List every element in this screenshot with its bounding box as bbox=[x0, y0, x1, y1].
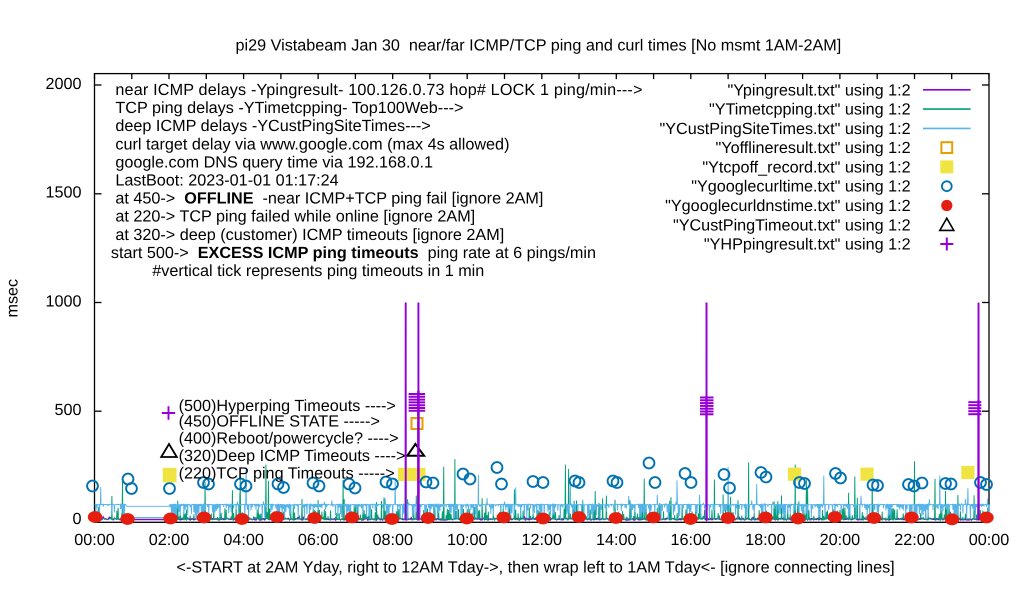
svg-text:06:00: 06:00 bbox=[298, 531, 339, 549]
svg-text:00:00: 00:00 bbox=[74, 531, 115, 549]
svg-text:22:00: 22:00 bbox=[894, 531, 935, 549]
svg-text:(320)Deep ICMP Timeouts ---->: (320)Deep ICMP Timeouts ----> bbox=[179, 447, 406, 465]
svg-text:google.com DNS query time via: google.com DNS query time via 192.168.0.… bbox=[115, 153, 433, 171]
svg-text:20:00: 20:00 bbox=[820, 531, 861, 549]
svg-text:10:00: 10:00 bbox=[447, 531, 488, 549]
svg-text:(450)OFFLINE STATE ----->: (450)OFFLINE STATE -----> bbox=[179, 412, 380, 430]
svg-text:"Ypingresult.txt" using 1:2: "Ypingresult.txt" using 1:2 bbox=[728, 81, 911, 99]
svg-text:"Ygooglecurldnstime.txt" using: "Ygooglecurldnstime.txt" using 1:2 bbox=[665, 197, 910, 215]
svg-text:500: 500 bbox=[54, 401, 81, 419]
svg-text:"YHPpingresult.txt" using 1:2: "YHPpingresult.txt" using 1:2 bbox=[704, 236, 911, 254]
svg-text:(400)Reboot/powercycle? ---->: (400)Reboot/powercycle? ----> bbox=[179, 430, 399, 448]
svg-text:curl target delay via www.goog: curl target delay via www.google.com (ma… bbox=[115, 135, 509, 153]
svg-text:msec: msec bbox=[4, 279, 22, 318]
svg-text:(500)Hyperping Timeouts ---->: (500)Hyperping Timeouts ----> bbox=[179, 397, 396, 415]
svg-text:00:00: 00:00 bbox=[969, 531, 1010, 549]
svg-text:1000: 1000 bbox=[45, 292, 81, 310]
svg-text:<-START at 2AM Yday, right to: <-START at 2AM Yday, right to 12AM Tday-… bbox=[177, 559, 895, 577]
svg-text:14:00: 14:00 bbox=[596, 531, 637, 549]
svg-text:08:00: 08:00 bbox=[372, 531, 413, 549]
svg-text:"YTimetcpping.txt" using 1:2: "YTimetcpping.txt" using 1:2 bbox=[709, 101, 911, 119]
svg-text:pi29 Vistabeam Jan 30 near/fa: pi29 Vistabeam Jan 30 near/far ICMP/TCP … bbox=[236, 37, 842, 55]
svg-text:"Yofflineresult.txt" using 1:2: "Yofflineresult.txt" using 1:2 bbox=[716, 139, 911, 157]
svg-text:16:00: 16:00 bbox=[671, 531, 712, 549]
svg-text:near ICMP delays -Ypingresult-: near ICMP delays -Ypingresult- 100.126.0… bbox=[115, 81, 642, 99]
svg-text:"YCustPingSiteTimes.txt" using: "YCustPingSiteTimes.txt" using 1:2 bbox=[659, 120, 910, 138]
svg-text:0: 0 bbox=[72, 510, 81, 528]
svg-text:TCP ping delays -YTimetcpping-: TCP ping delays -YTimetcpping- Top100Web… bbox=[115, 99, 463, 117]
svg-text:"Ygooglecurltime.txt" using 1:: "Ygooglecurltime.txt" using 1:2 bbox=[691, 178, 910, 196]
svg-text:04:00: 04:00 bbox=[223, 531, 264, 549]
svg-text:at 450-> OFFLINE -near ICMP+: at 450-> OFFLINE -near ICMP+TCP ping fai… bbox=[115, 190, 543, 208]
svg-text:"Ytcpoff_record.txt" using 1:2: "Ytcpoff_record.txt" using 1:2 bbox=[702, 158, 910, 176]
svg-text:(220)TCP ping Timeouts ----->: (220)TCP ping Timeouts -----> bbox=[179, 465, 395, 483]
svg-text:1500: 1500 bbox=[45, 184, 81, 202]
svg-text:LastBoot: 2023-01-01 01:17:24: LastBoot: 2023-01-01 01:17:24 bbox=[115, 172, 338, 190]
svg-text:"YCustPingTimeout.txt" using 1: "YCustPingTimeout.txt" using 1:2 bbox=[673, 216, 911, 234]
svg-text:2000: 2000 bbox=[45, 75, 81, 93]
svg-text:at 320-> deep (customer) ICMP: at 320-> deep (customer) ICMP timeouts [… bbox=[115, 226, 504, 244]
svg-text:deep ICMP delays -YCustPingSit: deep ICMP delays -YCustPingSiteTimes---> bbox=[115, 117, 430, 135]
svg-text:at 220-> TCP ping failed while: at 220-> TCP ping failed while online [i… bbox=[115, 208, 475, 226]
svg-text:18:00: 18:00 bbox=[745, 531, 786, 549]
svg-text:#vertical tick represents ping: #vertical tick represents ping timeouts … bbox=[152, 262, 484, 280]
svg-text:12:00: 12:00 bbox=[522, 531, 563, 549]
svg-text:02:00: 02:00 bbox=[149, 531, 190, 549]
svg-text:start 500-> EXCESS ICMP ping: start 500-> EXCESS ICMP ping timeouts pi… bbox=[111, 244, 596, 262]
